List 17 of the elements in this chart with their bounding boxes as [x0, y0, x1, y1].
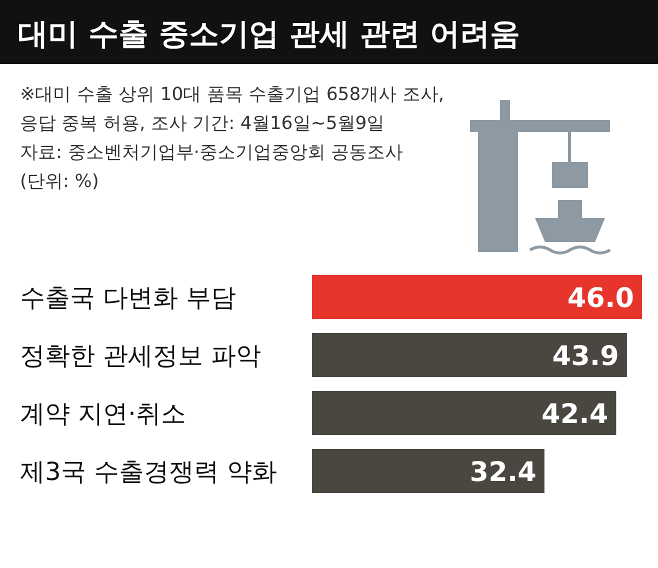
y-tick-label: 정확한 관세정보 파악 — [20, 341, 261, 370]
chart-title: 대미 수출 중소기업 관세 관련 어려움 — [18, 17, 520, 52]
bar — [312, 391, 616, 435]
y-tick-label: 제3국 수출경쟁력 약화 — [20, 457, 277, 486]
text: ※대미 수출 상위 10대 품목 수출기업 658개사 조사, — [20, 84, 444, 105]
y-tick-label: 수출국 다변화 부담 — [20, 283, 236, 312]
text: 자료: 중소벤처기업부·중소기업중앙회 공동조사 — [20, 142, 404, 163]
text: (단위: %) — [20, 171, 99, 192]
data-label: 32.4 — [470, 457, 536, 488]
text: 응답 중복 허용, 조사 기간: 4월16일~5월9일 — [20, 113, 385, 134]
bar — [312, 333, 627, 377]
data-label: 42.4 — [542, 399, 608, 430]
y-tick-label: 계약 지연·취소 — [20, 399, 186, 428]
bar — [312, 449, 544, 493]
data-label: 46.0 — [567, 283, 634, 314]
bar — [312, 275, 642, 319]
data-label: 43.9 — [552, 341, 619, 372]
